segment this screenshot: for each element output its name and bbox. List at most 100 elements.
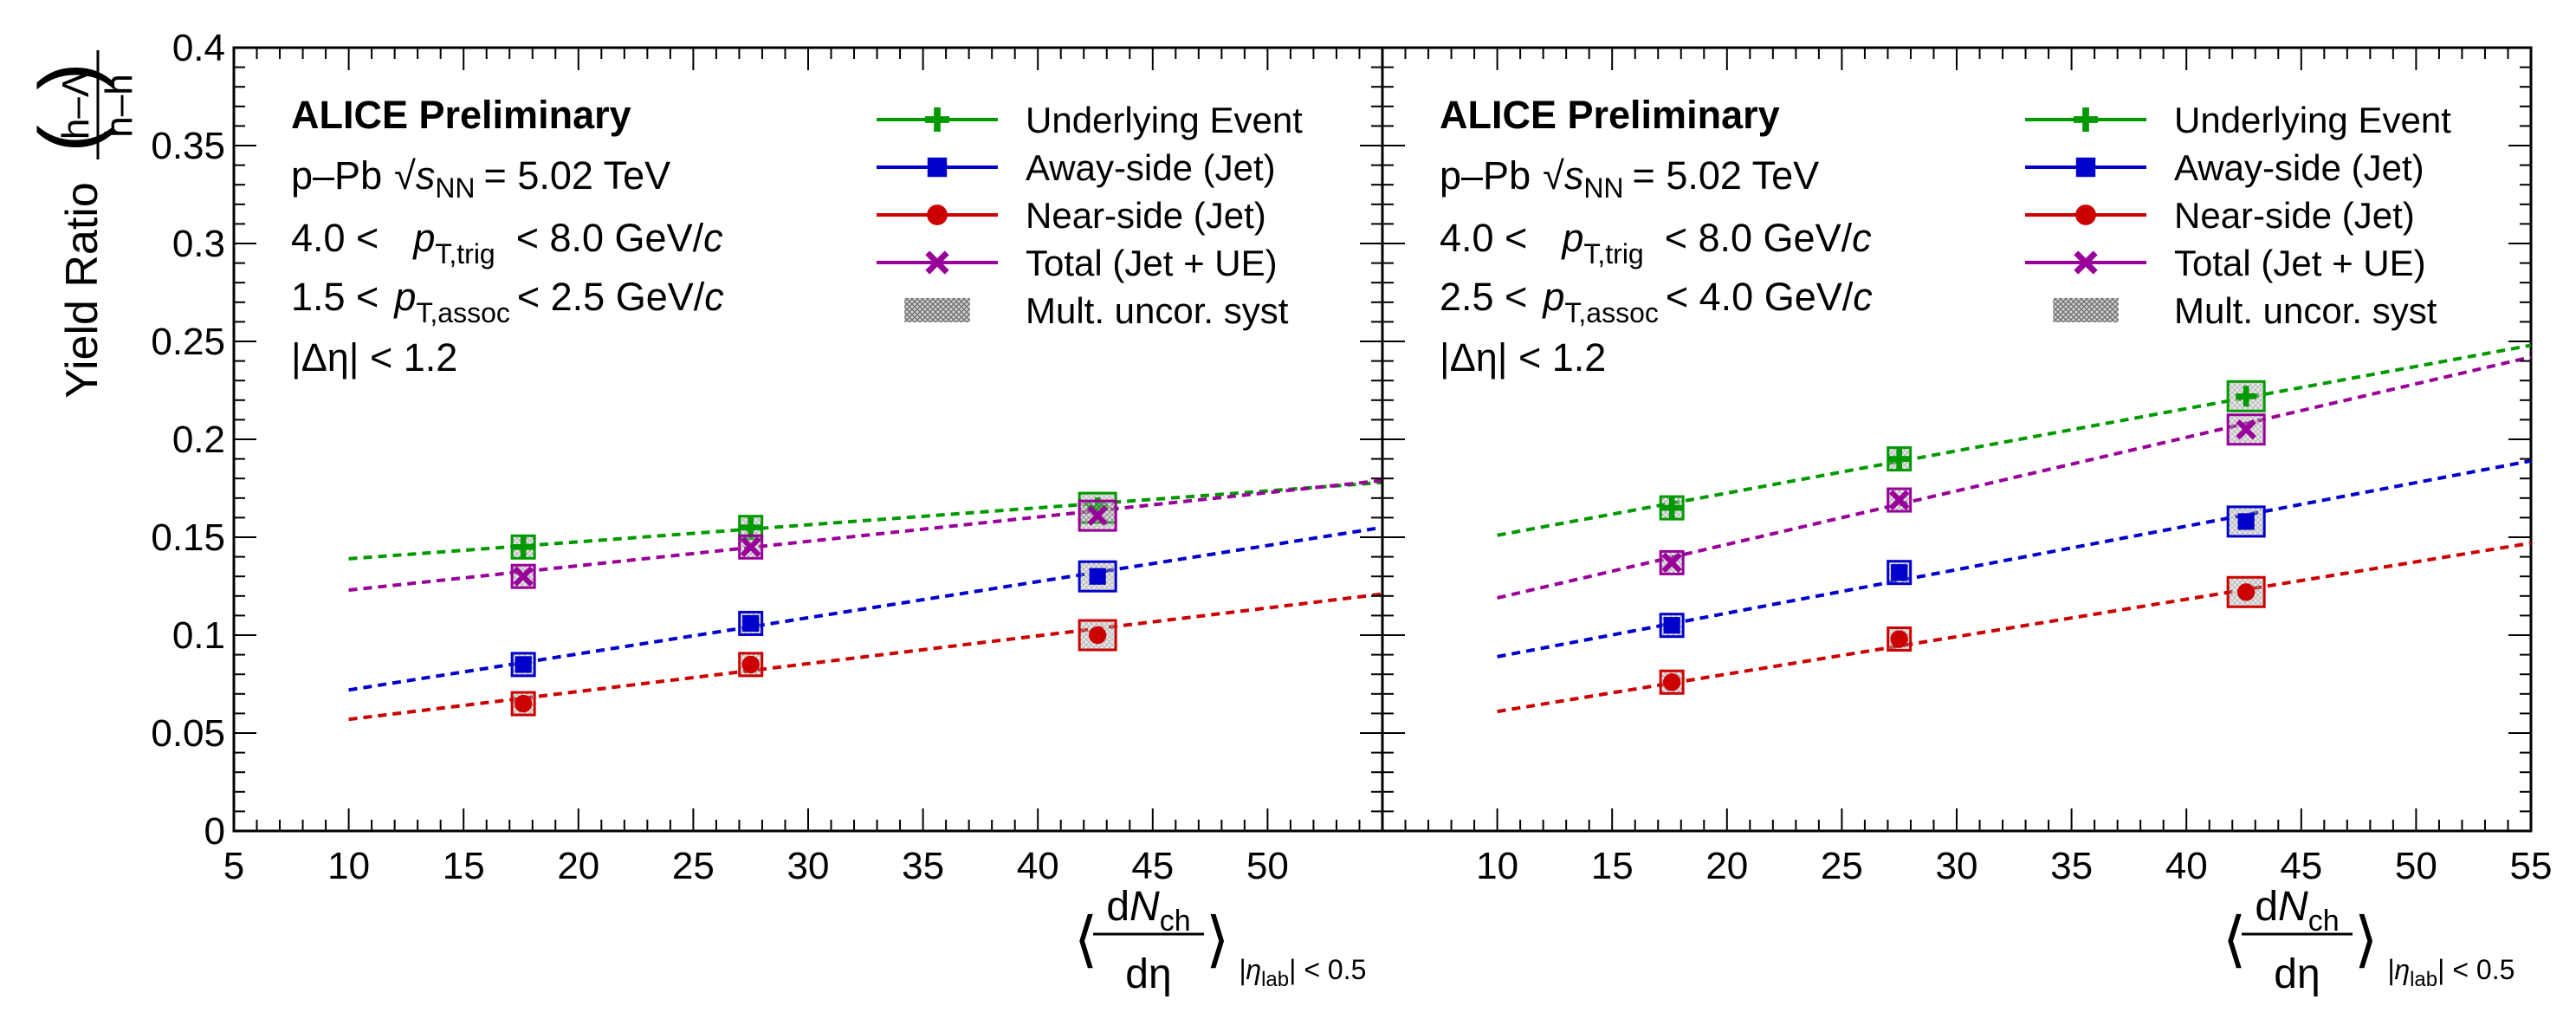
y-axis-fraction-numerator: h–Λ: [55, 71, 97, 140]
legend-entry: Total (Jet + UE): [2025, 243, 2426, 283]
panel-right-ticks: [1382, 47, 2532, 832]
x-tick-label: 35: [2050, 845, 2093, 887]
x-tick-label: 50: [1246, 845, 1289, 887]
panel-right-system: p–Pb: [1440, 153, 1531, 198]
panel-left-trig-p: p: [411, 216, 435, 260]
panel-left-trig-low: 4.0 <: [291, 216, 379, 260]
legend-label: Total (Jet + UE): [2174, 243, 2426, 283]
legend-entry: Total (Jet + UE): [877, 243, 1278, 283]
panel-left-annotations: ALICE Preliminary p–Pb √sNN = 5.02 TeV 4.0…: [291, 93, 724, 380]
panel-left-trig-sub: T,trig: [435, 238, 495, 269]
panel-left-header: ALICE Preliminary: [291, 93, 631, 137]
data-point: [515, 656, 532, 673]
syst-box-outline: [1659, 613, 1685, 639]
legend-marker: [2074, 250, 2098, 275]
syst-box-outline: [1659, 495, 1685, 521]
x-title-sub-pre: |η: [2387, 954, 2410, 985]
syst-box-outline: [1659, 549, 1685, 575]
x-title-num-d: d: [2255, 884, 2278, 930]
x-title-subscript: |ηlab| < 0.5: [2387, 954, 2515, 991]
legend-marker: [927, 157, 948, 178]
data-point: [2237, 513, 2255, 530]
panel-left-s: s: [416, 153, 436, 198]
panel-left-assoc-p: p: [392, 275, 416, 319]
syst-box-outline: [738, 610, 764, 636]
x-tick-label: 45: [2280, 845, 2322, 887]
panel-right-s: s: [1564, 153, 1584, 198]
panel-right-assoc-high: < 4.0 GeV/: [1666, 275, 1854, 319]
panel-right-fits: [1497, 343, 2532, 714]
x-title-open-angle: ⟨: [1074, 905, 1097, 973]
syst-box-outline: [1887, 626, 1913, 652]
legend-label: Near-side (Jet): [2174, 195, 2415, 236]
x-title-sub-lab: lab: [2410, 968, 2437, 991]
panel-right-assoc-p: p: [1541, 275, 1564, 319]
panel-left: 5 10 15 20 25 30 35 40 45 50 0 0.05 0.1 0.15 0.2 0.25 0.…: [151, 27, 1384, 997]
legend-label: Total (Jet + UE): [1026, 243, 1278, 283]
y-tick-label: 0.3: [172, 223, 225, 265]
x-tick-label: 5: [223, 845, 244, 887]
x-tick-label: 40: [2165, 845, 2208, 887]
fit-line: [1497, 343, 2532, 537]
panel-right-assoc-low: 2.5 <: [1440, 275, 1527, 319]
legend-entry: Away-side (Jet): [2025, 147, 2424, 188]
panel-left-sqrt: √: [394, 153, 416, 198]
panel-right-trig-low: 4.0 <: [1440, 216, 1527, 260]
x-tick-label: 15: [443, 845, 485, 887]
panel-left-s-sub: NN: [435, 172, 475, 204]
x-title-num-sub: ch: [1160, 905, 1191, 938]
panel-left-assoc-low: 1.5 <: [291, 275, 379, 319]
syst-box-outline: [1887, 446, 1913, 472]
panel-right-header: ALICE Preliminary: [1440, 93, 1780, 137]
data-point: [741, 655, 760, 674]
fit-line: [348, 525, 1383, 692]
fit-line: [348, 480, 1383, 561]
panel-left-system: p–Pb: [291, 153, 382, 198]
data-point: [1087, 505, 1108, 526]
x-tick-label: 25: [672, 845, 715, 887]
legend-label: Near-side (Jet): [1026, 195, 1266, 236]
y-tick-label: 0.05: [151, 712, 225, 755]
legend-marker: [925, 107, 949, 132]
data-point: [1661, 552, 1682, 574]
data-point: [513, 566, 534, 587]
legend-entry: Underlying Event: [2025, 100, 2451, 140]
data-point: [1888, 490, 1910, 510]
data-point: [2236, 419, 2256, 440]
x-title-num-sub: ch: [2308, 905, 2340, 938]
y-tick-label: 0: [204, 810, 225, 853]
y-tick-label: 0.2: [172, 419, 225, 461]
panel-right-energy: = 5.02 TeV: [1633, 153, 1820, 198]
fit-line: [1497, 355, 2532, 600]
legend-marker: [2075, 204, 2096, 225]
panel-right-trig-sub: T,trig: [1583, 238, 1643, 269]
data-point: [514, 694, 533, 713]
syst-box-outline: [510, 691, 536, 717]
x-tick-label: 30: [787, 845, 830, 887]
panel-left-assoc-high: < 2.5 GeV/: [517, 275, 705, 319]
legend-label: Away-side (Jet): [1026, 147, 1276, 188]
fit-line: [1497, 541, 2532, 714]
syst-box-outline: [510, 652, 536, 678]
y-tick-label: 0.35: [151, 125, 225, 167]
panel-left-system-line: p–Pb √sNN = 5.02 TeV: [291, 153, 670, 204]
panel-right-sqrt: √: [1543, 153, 1564, 198]
panel-right-system-line: p–Pb √sNN = 5.02 TeV: [1440, 153, 1819, 204]
y-axis-title: Yield Ratio ( h–Λ h–h ): [23, 50, 140, 399]
data-point: [1661, 497, 1683, 519]
panel-right-annotations: ALICE Preliminary p–Pb √sNN = 5.02 TeV 4.0…: [1440, 93, 1873, 380]
x-title-denominator: dη: [1125, 951, 1171, 997]
legend-marker: [2074, 107, 2098, 132]
syst-box-outline: [1887, 560, 1913, 586]
x-title-sub-lab: lab: [1261, 968, 1289, 991]
panel-right-trig-line: 4.0 < pT,trig < 8.0 GeV/c: [1440, 216, 1872, 269]
x-tick-label: 10: [327, 845, 370, 887]
legend-label: Underlying Event: [1026, 100, 1303, 140]
legend-entry: Mult. uncor. syst: [2053, 290, 2437, 331]
syst-box-outline: [2226, 413, 2266, 446]
legend-entry: Mult. uncor. syst: [904, 290, 1289, 331]
legend-marker: [2053, 298, 2119, 322]
x-title-numerator: dNch: [1106, 884, 1190, 938]
